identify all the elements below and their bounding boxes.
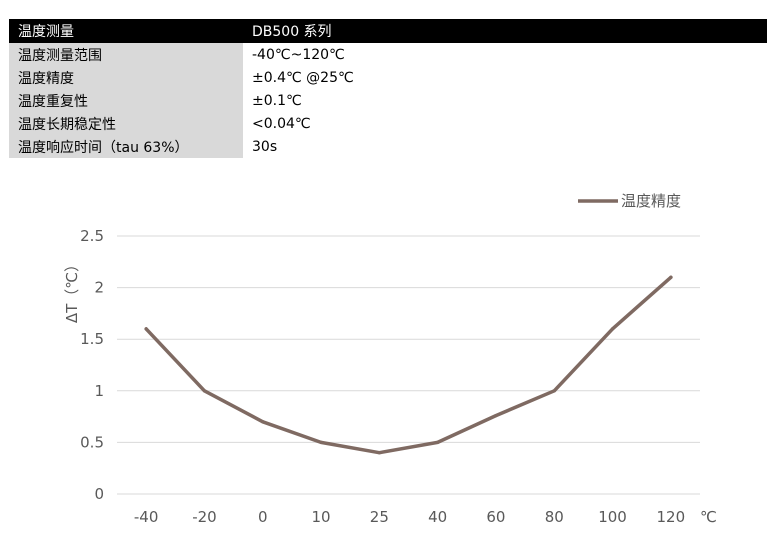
x-tick-label: 80: [545, 508, 564, 526]
data-point: [436, 440, 440, 444]
x-tick-label: -20: [192, 508, 217, 526]
spec-row-label: 温度重复性: [9, 89, 243, 112]
y-axis-ticks: 0 0.5 1 1.5 2 2.5: [80, 227, 104, 503]
spec-row: 温度测量范围 -40℃~120℃: [9, 43, 767, 66]
spec-header-value: DB500 系列: [243, 19, 767, 43]
spec-row: 温度响应时间（tau 63%） 30s: [9, 135, 767, 158]
x-tick-label: 0: [258, 508, 268, 526]
spec-table: 温度测量 DB500 系列 温度测量范围 -40℃~120℃ 温度精度 ±0.4…: [9, 19, 767, 158]
y-tick-label: 2.5: [80, 227, 104, 245]
y-tick-label: 1.5: [80, 330, 104, 348]
chart-series: [144, 275, 673, 455]
x-tick-label: 25: [370, 508, 389, 526]
spec-row-value: <0.04℃: [243, 112, 767, 135]
chart-legend: 温度精度: [578, 192, 681, 210]
data-point: [202, 389, 207, 393]
spec-row-label: 温度响应时间（tau 63%）: [9, 135, 243, 158]
spec-table-header-row: 温度测量 DB500 系列: [9, 19, 767, 43]
x-axis-unit: ℃: [700, 508, 717, 526]
spec-header-label: 温度测量: [9, 19, 243, 43]
spec-row-value: 30s: [243, 135, 767, 158]
x-axis-ticks: -40 -20 0 10 25 40 60 80 100 120: [134, 508, 685, 526]
spec-row-label: 温度长期稳定性: [9, 112, 243, 135]
spec-row-value: ±0.4℃ @25℃: [243, 66, 767, 89]
y-tick-label: 0.5: [80, 433, 104, 451]
x-tick-label: 120: [657, 508, 686, 526]
y-axis-label: ΔT（℃）: [63, 257, 81, 323]
spec-row: 温度重复性 ±0.1℃: [9, 89, 767, 112]
y-tick-label: 0: [94, 485, 104, 503]
x-tick-label: 10: [312, 508, 331, 526]
data-point: [494, 413, 498, 418]
data-point: [377, 451, 381, 455]
x-tick-label: -40: [134, 508, 159, 526]
chart-gridlines: [117, 235, 700, 495]
spec-row-label: 温度精度: [9, 66, 243, 89]
x-tick-label: 40: [428, 508, 447, 526]
spec-row: 温度长期稳定性 <0.04℃: [9, 112, 767, 135]
y-tick-label: 1: [94, 382, 104, 400]
x-tick-label: 60: [486, 508, 505, 526]
data-point: [144, 327, 148, 331]
spec-row: 温度精度 ±0.4℃ @25℃: [9, 66, 767, 89]
spec-row-label: 温度测量范围: [9, 43, 243, 66]
series-line: [144, 275, 673, 455]
data-point: [610, 327, 615, 331]
data-point: [319, 440, 323, 444]
x-tick-label: 100: [598, 508, 627, 526]
spec-row-value: -40℃~120℃: [243, 43, 767, 66]
y-tick-label: 2: [94, 279, 104, 297]
data-point: [261, 420, 265, 424]
data-point: [669, 275, 673, 279]
legend-label: 温度精度: [621, 192, 681, 210]
data-point: [552, 389, 556, 393]
spec-row-value: ±0.1℃: [243, 89, 767, 112]
